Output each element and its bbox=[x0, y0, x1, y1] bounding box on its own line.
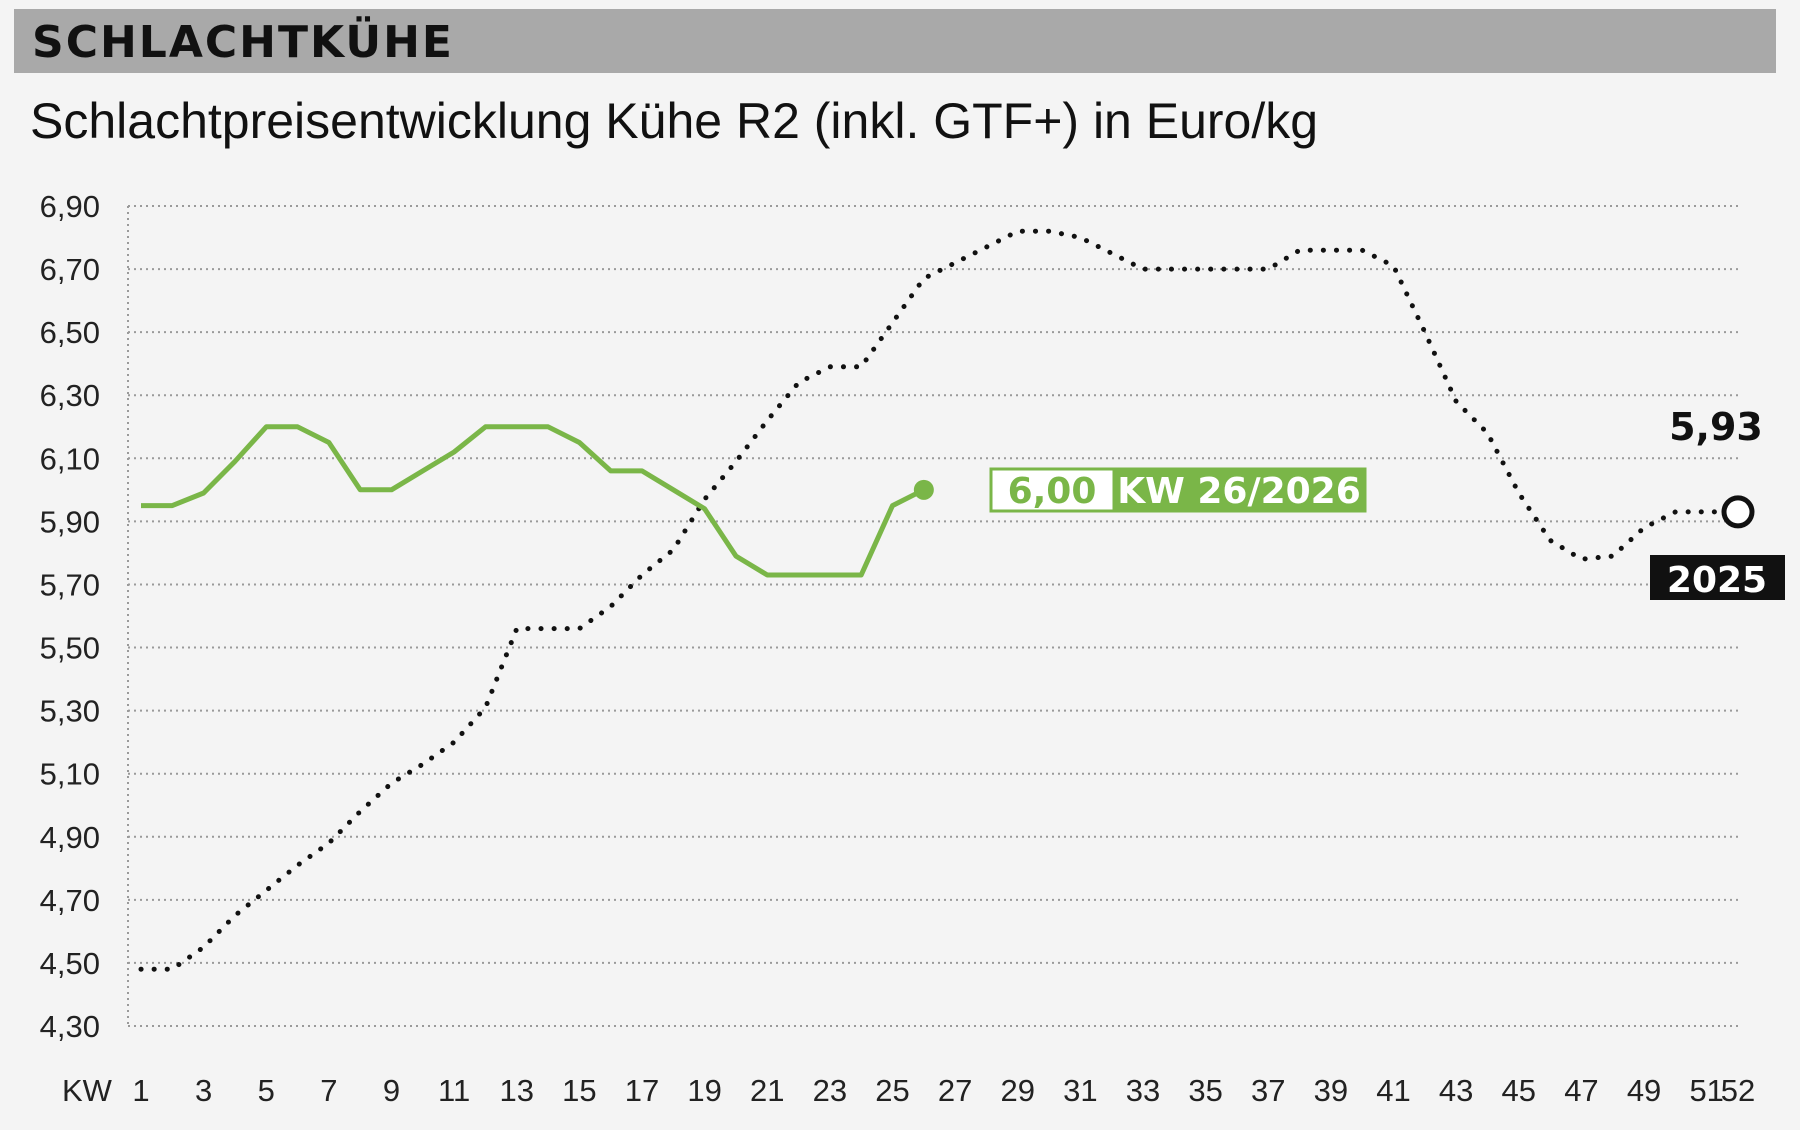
header-title: SCHLACHTKÜHE bbox=[32, 17, 454, 68]
y-tick-label: 6,90 bbox=[40, 189, 100, 224]
grid bbox=[127, 205, 1738, 1027]
series-2025 bbox=[138, 228, 1755, 972]
x-tick-label: 35 bbox=[1188, 1073, 1222, 1108]
y-tick-label: 6,70 bbox=[40, 252, 100, 287]
x-tick-label: 45 bbox=[1502, 1073, 1536, 1108]
x-axis-label: KW bbox=[62, 1073, 113, 1108]
x-tick-label: 33 bbox=[1126, 1073, 1160, 1108]
y-tick-label: 6,30 bbox=[40, 378, 100, 413]
header-bar: SCHLACHTKÜHE bbox=[14, 9, 1776, 73]
y-tick-label: 4,30 bbox=[40, 1009, 100, 1044]
annotations: 6,00 KW 26/2026 5,93 2025 bbox=[989, 405, 1785, 601]
x-tick-label: 1 bbox=[132, 1073, 149, 1108]
x-tick-label: 31 bbox=[1063, 1073, 1097, 1108]
x-tick-label: 17 bbox=[625, 1073, 659, 1108]
x-tick-label: 9 bbox=[383, 1073, 400, 1108]
series-end-marker-2026 bbox=[913, 479, 934, 500]
x-tick-label: 52 bbox=[1721, 1073, 1755, 1108]
y-tick-label: 5,90 bbox=[40, 504, 100, 539]
y-tick-label: 4,90 bbox=[40, 820, 100, 855]
x-tick-label: 47 bbox=[1564, 1073, 1598, 1108]
series-line-2026 bbox=[141, 424, 925, 578]
x-tick-label: 19 bbox=[687, 1073, 721, 1108]
x-tick-label: 49 bbox=[1627, 1073, 1661, 1108]
series-end-marker-2025 bbox=[1721, 495, 1755, 529]
x-axis: KW 1 3 5 7 9 11 13 15 17 19 21 23 25 27 29 31 33 35 37 39 41 4… bbox=[62, 1073, 1755, 1108]
x-tick-label: 3 bbox=[195, 1073, 212, 1108]
x-tick-label: 21 bbox=[750, 1073, 784, 1108]
current-week-box bbox=[1112, 467, 1367, 513]
y-tick-label: 4,70 bbox=[40, 883, 100, 918]
x-tick-label: 51 bbox=[1689, 1073, 1723, 1108]
end-year-label: 2025 bbox=[1667, 560, 1767, 601]
y-tick-label: 6,10 bbox=[40, 441, 100, 476]
x-tick-label: 11 bbox=[438, 1073, 470, 1108]
end-value-label: 5,93 bbox=[1669, 405, 1763, 449]
y-tick-label: 6,50 bbox=[40, 315, 100, 350]
end-year-box bbox=[1650, 555, 1785, 600]
y-tick-label: 4,50 bbox=[40, 946, 100, 981]
y-tick-label: 5,50 bbox=[40, 631, 100, 666]
y-tick-label: 5,70 bbox=[40, 567, 100, 602]
x-tick-label: 25 bbox=[875, 1073, 909, 1108]
x-tick-label: 41 bbox=[1376, 1073, 1410, 1108]
x-tick-label: 7 bbox=[320, 1073, 337, 1108]
x-tick-label: 5 bbox=[258, 1073, 275, 1108]
series-2026 bbox=[141, 424, 934, 578]
y-tick-label: 5,10 bbox=[40, 757, 100, 792]
current-week-label: KW 26/2026 bbox=[1117, 471, 1361, 512]
x-tick-label: 37 bbox=[1251, 1073, 1285, 1108]
x-tick-label: 23 bbox=[813, 1073, 847, 1108]
x-tick-label: 29 bbox=[1001, 1073, 1035, 1108]
y-axis: 4,30 4,50 4,70 4,90 5,10 5,30 5,50 5,70 5,90 6,10… bbox=[40, 189, 100, 1044]
x-tick-label: 43 bbox=[1439, 1073, 1473, 1108]
y-tick-label: 5,30 bbox=[40, 694, 100, 729]
x-tick-label: 39 bbox=[1314, 1073, 1348, 1108]
x-tick-label: 27 bbox=[938, 1073, 972, 1108]
chart-subtitle: Schlachtpreisentwicklung Kühe R2 (inkl. … bbox=[30, 93, 1319, 149]
x-tick-label: 15 bbox=[562, 1073, 596, 1108]
series-line-2025 bbox=[138, 228, 1741, 972]
current-value-label: 6,00 bbox=[1008, 471, 1097, 512]
x-tick-label: 13 bbox=[500, 1073, 534, 1108]
